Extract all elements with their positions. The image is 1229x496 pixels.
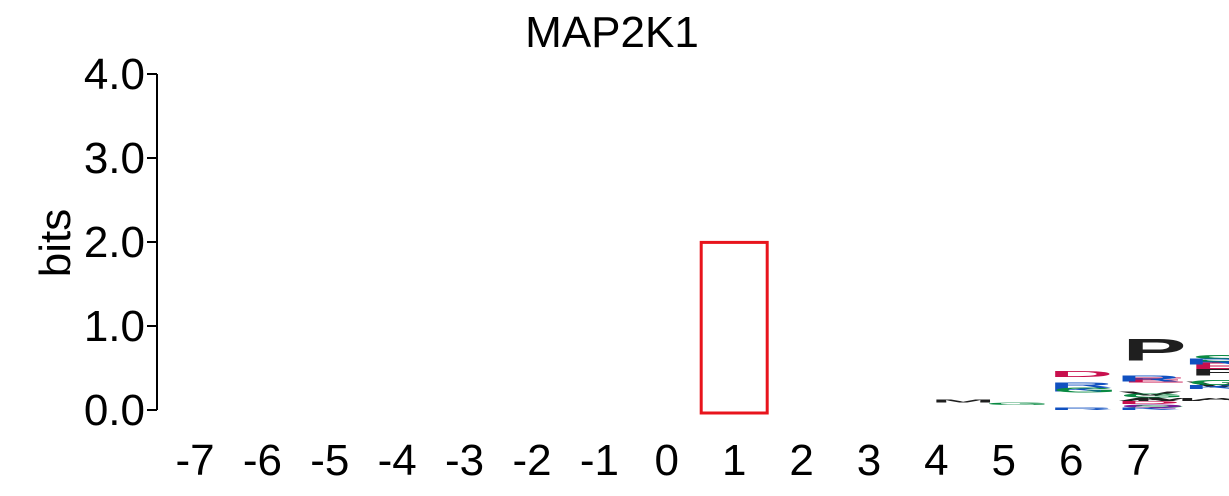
- y-axis: 0.0 1.0 2.0 3.0 4.0: [84, 50, 158, 435]
- y-tick-label: 2.0: [84, 218, 145, 267]
- highlight-box: [699, 240, 769, 415]
- stack-position--5: YQTAGLKEVPSR: [1120, 357, 1229, 408]
- logo-letter-Q: Q: [1120, 403, 1184, 408]
- logo-letter-S: S: [1190, 353, 1229, 365]
- logo-letter-R: R: [1049, 381, 1113, 389]
- logo-letter-E: E: [1190, 360, 1229, 370]
- logo-letter-M: M: [931, 398, 995, 403]
- logo-letter-A: A: [1184, 397, 1229, 402]
- x-tick-label: 4: [924, 436, 948, 485]
- y-tick-label: 4.0: [84, 50, 145, 99]
- x-tick-label: -6: [243, 436, 282, 485]
- logo-letter-D: D: [1049, 370, 1113, 379]
- x-tick-label: 3: [857, 436, 881, 485]
- logo-letter-T: T: [1211, 358, 1229, 375]
- x-tick-label: 5: [992, 436, 1016, 485]
- x-tick-label: 0: [655, 436, 679, 485]
- y-tick-label: 1.0: [84, 302, 145, 351]
- logo-letter-P: P: [1190, 367, 1229, 377]
- logo-letter-G: G: [986, 402, 1050, 406]
- y-tick-label: 0.0: [84, 386, 145, 435]
- x-tick-label: 6: [1059, 436, 1083, 485]
- x-tick-label: 1: [722, 436, 746, 485]
- x-tick-label: 2: [789, 436, 813, 485]
- x-tick-label: -1: [580, 436, 619, 485]
- logo-letter-G: G: [1188, 379, 1229, 387]
- logo-letter-D: D: [1117, 400, 1181, 405]
- chart-title: MAP2K1: [525, 8, 699, 57]
- x-tick-label: -2: [512, 436, 551, 485]
- x-axis: -7 -6 -5 -4 -3 -2 -1 0 1 2 3 4 5 6 7: [175, 436, 1150, 485]
- logo-letter-P: P: [1122, 332, 1186, 367]
- stack-position--4: YVKMLARGPES: [1133, 379, 1229, 402]
- logo-letter-K: K: [1049, 386, 1113, 393]
- logo-letter-R: R: [1117, 374, 1181, 383]
- logo-letter-V: V: [1186, 380, 1229, 389]
- logo-letter-E: E: [1122, 376, 1186, 384]
- letter-stacks: RSGMIVKREDTPKTDALGVRPESYQTAGLKEVPSRYVKML…: [931, 332, 1229, 411]
- logo-letter-V: V: [1118, 391, 1182, 397]
- logo-letter-K: K: [1117, 407, 1181, 411]
- logo-letter-R: R: [1049, 407, 1113, 411]
- y-axis-label: bits: [31, 209, 80, 277]
- logo-letter-G: G: [1053, 386, 1117, 394]
- x-tick-label: -4: [378, 436, 417, 485]
- logo-letter-G: G: [1120, 392, 1184, 399]
- logo-letter-K: K: [1184, 384, 1229, 391]
- x-tick-label: -5: [310, 436, 349, 485]
- y-tick-label: 3.0: [84, 134, 145, 183]
- logo-letter-M: M: [1133, 397, 1197, 402]
- logo-letter-A: A: [1117, 396, 1181, 403]
- logo-letter-S: S: [1122, 404, 1186, 408]
- logo-letter-R: R: [1184, 357, 1229, 366]
- x-tick-label: -3: [445, 436, 484, 485]
- stack-position--7: RSGMIVKREDTP: [931, 332, 1229, 411]
- x-tick-label: -7: [175, 436, 214, 485]
- x-tick-label: 7: [1126, 436, 1150, 485]
- stack-position--6: KTDALGVRPES: [1053, 353, 1229, 411]
